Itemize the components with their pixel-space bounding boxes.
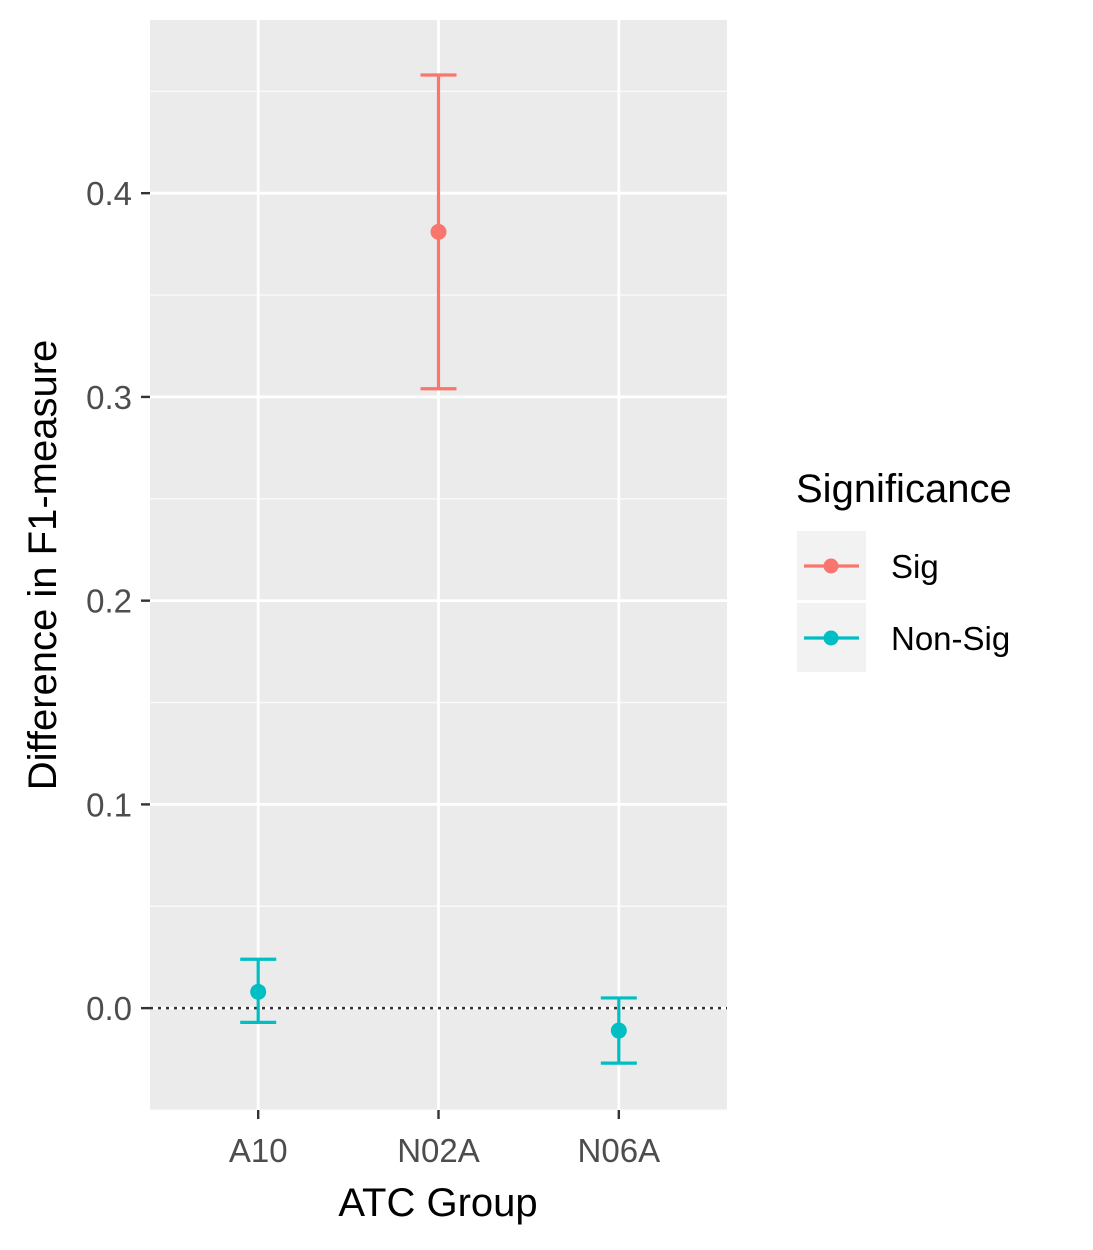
y-tick-label: 0.2 bbox=[86, 583, 132, 620]
y-tick-label: 0.0 bbox=[86, 990, 132, 1027]
legend-key-point bbox=[823, 558, 839, 574]
data-point bbox=[250, 983, 267, 1000]
x-tick-label: A10 bbox=[229, 1132, 288, 1169]
y-axis-title: Difference in F1-measure bbox=[21, 340, 65, 791]
legend-key-point bbox=[823, 630, 839, 646]
x-axis-title: ATC Group bbox=[338, 1181, 537, 1225]
data-points bbox=[250, 223, 627, 1039]
y-tick-label: 0.4 bbox=[86, 175, 132, 212]
y-axis: 0.0 0.1 0.2 0.3 0.4 bbox=[86, 175, 150, 1027]
legend-title: Significance bbox=[796, 467, 1012, 511]
y-tick-label: 0.1 bbox=[86, 786, 132, 823]
x-axis: A10 N02A N06A bbox=[229, 1110, 660, 1169]
data-point bbox=[430, 223, 447, 240]
y-tick-label: 0.3 bbox=[86, 379, 132, 416]
x-tick-label: N06A bbox=[578, 1132, 661, 1169]
legend-label: Sig bbox=[891, 548, 939, 585]
legend-label: Non-Sig bbox=[891, 620, 1010, 657]
legend: Significance Sig Non-Sig bbox=[796, 467, 1012, 672]
x-tick-label: N02A bbox=[397, 1132, 480, 1169]
data-point bbox=[610, 1022, 627, 1039]
